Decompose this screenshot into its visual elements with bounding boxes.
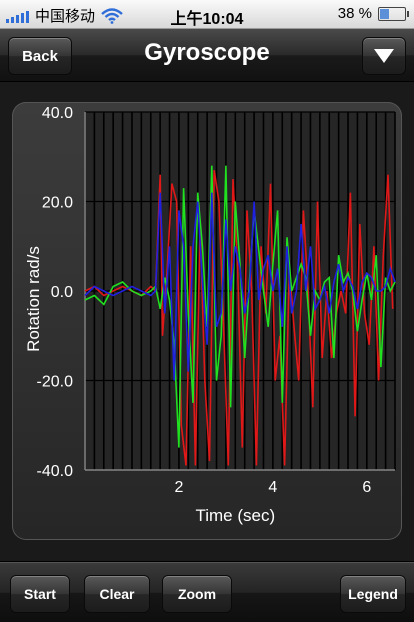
x-tick-label: 6 bbox=[362, 479, 371, 496]
signal-strength-icon bbox=[6, 9, 29, 23]
triangle-down-icon bbox=[374, 49, 394, 63]
wifi-icon bbox=[101, 7, 123, 24]
series-1-line bbox=[84, 170, 394, 466]
status-time: 上午10:04 bbox=[170, 11, 244, 28]
chart-area: -40.0 -20.0 0.0 20.0 40.0 2 4 6 Time (sec) Rotati… bbox=[0, 82, 414, 561]
page-title: Gyroscope bbox=[144, 39, 270, 66]
dropdown-menu-button[interactable] bbox=[362, 37, 406, 75]
y-tick-label: 0.0 bbox=[51, 284, 73, 301]
status-bar: 中国移动 上午10:04 38 % bbox=[0, 0, 414, 29]
series-3-line bbox=[84, 192, 396, 381]
status-right: 38 % bbox=[337, 5, 409, 22]
gyroscope-chart: -40.0 -20.0 0.0 20.0 40.0 2 4 6 Time (sec) Rotati… bbox=[24, 105, 396, 525]
battery-percent: 38 % bbox=[337, 5, 372, 22]
zoom-button[interactable]: Zoom bbox=[162, 575, 232, 613]
navigation-bar: Back Gyroscope bbox=[0, 29, 414, 82]
y-tick-label: -40.0 bbox=[37, 463, 74, 480]
battery-icon bbox=[378, 6, 409, 21]
status-left: 中国移动 bbox=[6, 5, 123, 26]
x-axis-label: Time (sec) bbox=[195, 506, 275, 525]
y-axis-label: Rotation rad/s bbox=[24, 246, 43, 352]
x-tick-label: 4 bbox=[268, 479, 277, 496]
carrier-name: 中国移动 bbox=[35, 8, 96, 25]
battery-fill bbox=[380, 8, 389, 19]
back-button[interactable]: Back bbox=[8, 37, 72, 75]
clear-button[interactable]: Clear bbox=[84, 575, 150, 613]
start-button[interactable]: Start bbox=[10, 575, 70, 613]
chart-panel: -40.0 -20.0 0.0 20.0 40.0 2 4 6 Time (sec) Rotati… bbox=[12, 102, 402, 540]
y-tick-label: -20.0 bbox=[37, 374, 74, 391]
y-tick-label: 40.0 bbox=[42, 105, 73, 122]
x-tick-label: 2 bbox=[174, 479, 183, 496]
legend-button[interactable]: Legend bbox=[340, 575, 406, 613]
bottom-toolbar: Start Clear Zoom Legend bbox=[0, 562, 414, 622]
y-tick-label: 20.0 bbox=[42, 195, 73, 212]
